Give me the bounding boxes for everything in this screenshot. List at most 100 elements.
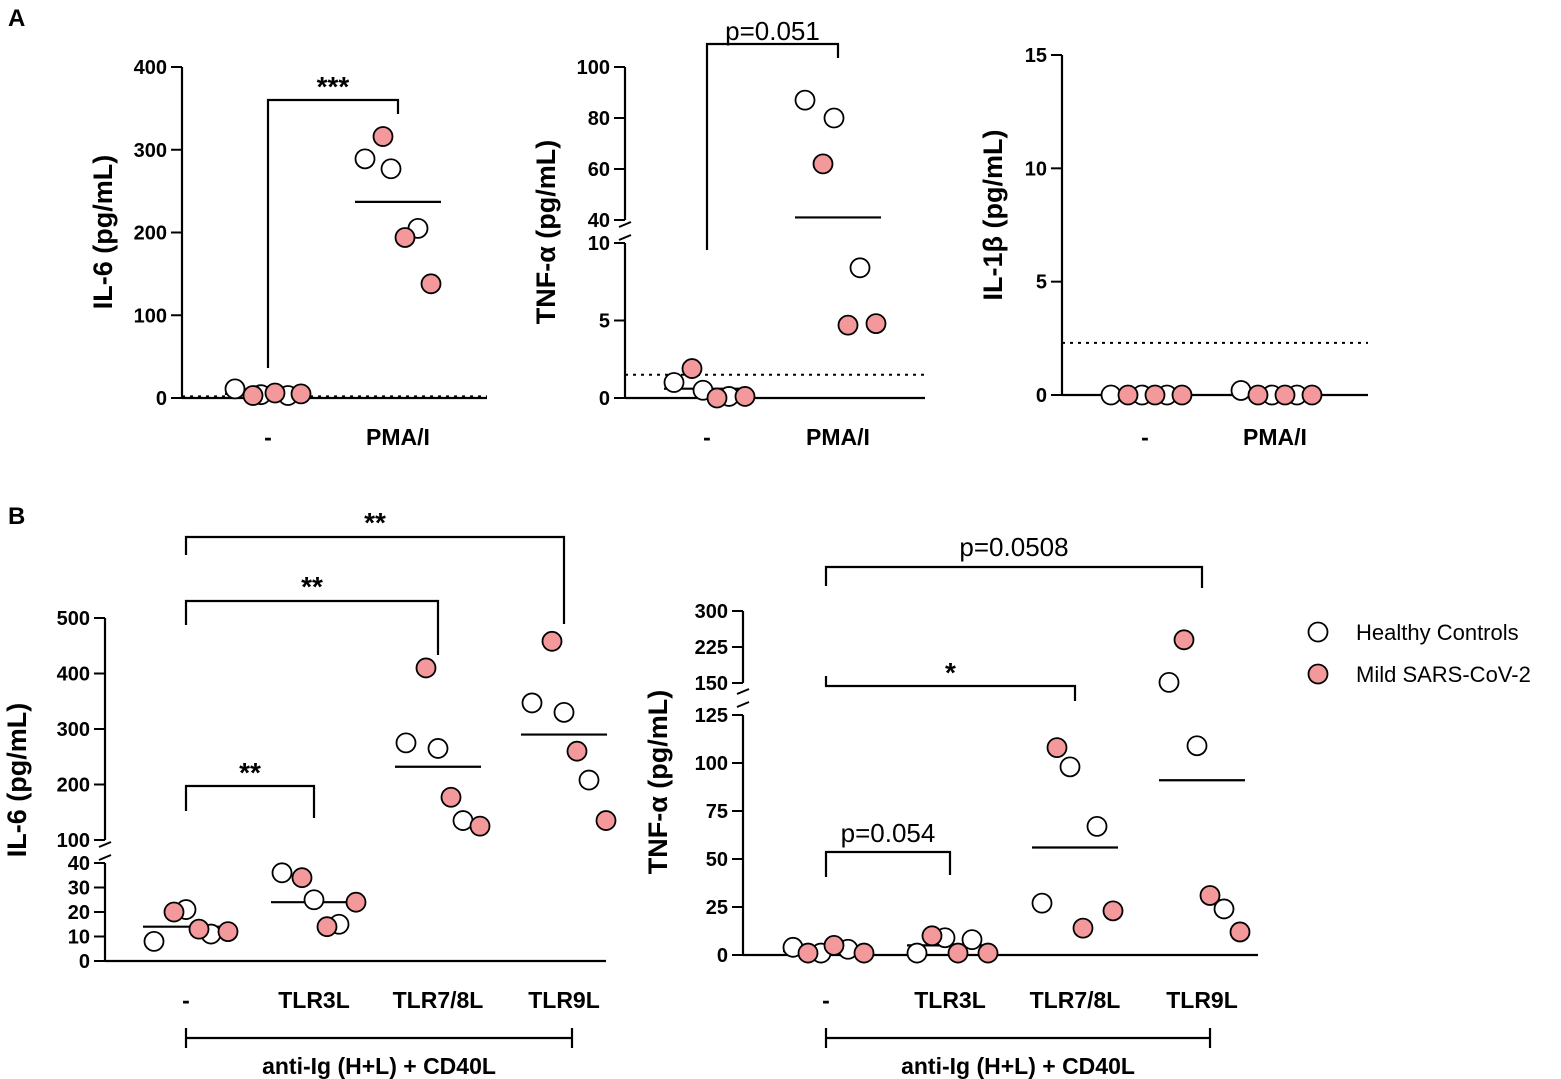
- y-tick-label: 15: [1025, 45, 1047, 67]
- data-point-mild: [1173, 629, 1195, 651]
- data-point-healthy: [794, 89, 816, 111]
- y-axis-label: IL-1β (pg/mL): [978, 130, 1008, 301]
- data-point-healthy: [1230, 380, 1252, 401]
- data-point-mild: [812, 153, 834, 175]
- significance-label: p=0.0508: [959, 532, 1068, 562]
- data-point-healthy: [906, 942, 928, 964]
- axis-break-mark: [98, 841, 112, 848]
- data-point-healthy: [553, 701, 575, 723]
- data-point-mild: [566, 740, 588, 762]
- category-label: TLR7/8L: [393, 987, 484, 1013]
- y-tick-label: 10: [588, 233, 610, 255]
- data-point-healthy: [823, 107, 845, 129]
- data-point-healthy: [849, 257, 871, 279]
- y-tick-label: 300: [57, 719, 90, 741]
- y-axis-label: IL-6 (pg/mL): [2, 703, 32, 857]
- data-point-mild: [1171, 384, 1193, 406]
- data-point-mild: [797, 942, 819, 964]
- data-point-healthy: [961, 929, 983, 951]
- significance-bracket: [705, 42, 840, 250]
- chart-b2: 0 25 50 75 100 125 150 225 300 TNF-α (pg/mL) - TLR3…: [643, 532, 1258, 1079]
- data-point-healthy: [354, 148, 376, 170]
- legend-marker-mild: [1307, 663, 1329, 685]
- significance-bracket: [184, 784, 316, 818]
- group-label: anti-Ig (H+L) + CD40L: [901, 1053, 1135, 1079]
- data-point-mild: [440, 786, 462, 808]
- data-point-mild: [1144, 384, 1166, 406]
- axis-break-mark: [618, 221, 632, 228]
- category-label: -: [822, 987, 830, 1013]
- significance-label: p=0.054: [841, 818, 936, 848]
- data-point-healthy: [1031, 892, 1053, 914]
- category-label: TLR7/8L: [1030, 987, 1121, 1013]
- significance-label: p=0.051: [725, 16, 820, 46]
- y-tick-label: 300: [134, 140, 167, 162]
- y-tick-label: 5: [599, 311, 610, 333]
- y-axis-label: TNF-α (pg/mL): [531, 140, 561, 325]
- significance-label: ***: [317, 71, 350, 102]
- y-tick-label: 10: [1025, 158, 1047, 180]
- chart-a1: 0 100 200 300 400 IL-6 (pg/mL) - PMA/I ***: [88, 57, 487, 450]
- significance-label: **: [301, 571, 323, 602]
- category-label: PMA/I: [366, 424, 430, 450]
- data-point-mild: [264, 382, 286, 404]
- y-tick-label: 25: [706, 897, 728, 919]
- y-tick-label: 0: [717, 945, 728, 967]
- significance-bracket: [184, 535, 566, 624]
- significance-bracket: [184, 599, 440, 655]
- category-label: TLR3L: [278, 987, 350, 1013]
- data-point-healthy: [427, 738, 449, 759]
- category-label: PMA/I: [1243, 424, 1307, 450]
- y-tick-label: 100: [695, 753, 728, 775]
- category-label: TLR9L: [528, 987, 600, 1013]
- data-point-mild: [345, 891, 367, 913]
- data-point-mild: [1229, 921, 1251, 943]
- data-point-mild: [1247, 384, 1269, 406]
- data-point-healthy: [1086, 815, 1108, 837]
- y-tick-label: 200: [57, 775, 90, 797]
- data-point-mild: [541, 630, 563, 652]
- data-point-healthy: [380, 158, 402, 180]
- data-point-mild: [595, 810, 617, 831]
- data-point-healthy: [224, 378, 246, 400]
- y-tick-label: 30: [68, 878, 90, 900]
- y-tick-label: 100: [577, 57, 610, 79]
- y-tick-label: 225: [695, 637, 728, 659]
- data-point-mild: [420, 273, 442, 295]
- significance-bracket: [266, 98, 400, 368]
- y-tick-label: 50: [706, 849, 728, 871]
- y-tick-label: 400: [134, 57, 167, 79]
- axis-break-mark: [98, 854, 112, 861]
- data-point-mild: [290, 383, 312, 405]
- y-tick-label: 5: [1036, 272, 1047, 294]
- significance-label: **: [239, 757, 261, 788]
- data-point-mild: [1102, 900, 1124, 922]
- data-point-mild: [853, 942, 875, 964]
- legend-label: Mild SARS-CoV-2: [1356, 662, 1531, 687]
- data-point-mild: [394, 227, 416, 248]
- data-point-mild: [734, 386, 756, 407]
- category-label: TLR9L: [1166, 987, 1238, 1013]
- y-tick-label: 100: [134, 305, 167, 327]
- y-tick-label: 10: [68, 927, 90, 949]
- category-label: -: [703, 424, 711, 450]
- significance-bracket: [824, 850, 952, 877]
- panel-label-b: B: [8, 503, 25, 530]
- data-point-mild: [706, 387, 728, 409]
- data-point-mild: [469, 815, 491, 837]
- y-tick-label: 400: [57, 664, 90, 686]
- y-axis-label: TNF-α (pg/mL): [643, 690, 673, 875]
- axis-break-mark: [736, 701, 750, 708]
- data-point-mild: [372, 126, 394, 147]
- significance-bracket: [824, 565, 1204, 588]
- data-point-mild: [837, 314, 859, 336]
- y-tick-label: 0: [1036, 385, 1047, 407]
- group-label: anti-Ig (H+L) + CD40L: [262, 1053, 496, 1079]
- y-tick-label: 40: [588, 210, 610, 232]
- data-point-mild: [188, 918, 210, 940]
- data-point-mild: [1072, 917, 1094, 939]
- data-point-mild: [242, 385, 264, 406]
- y-tick-label: 500: [57, 608, 90, 630]
